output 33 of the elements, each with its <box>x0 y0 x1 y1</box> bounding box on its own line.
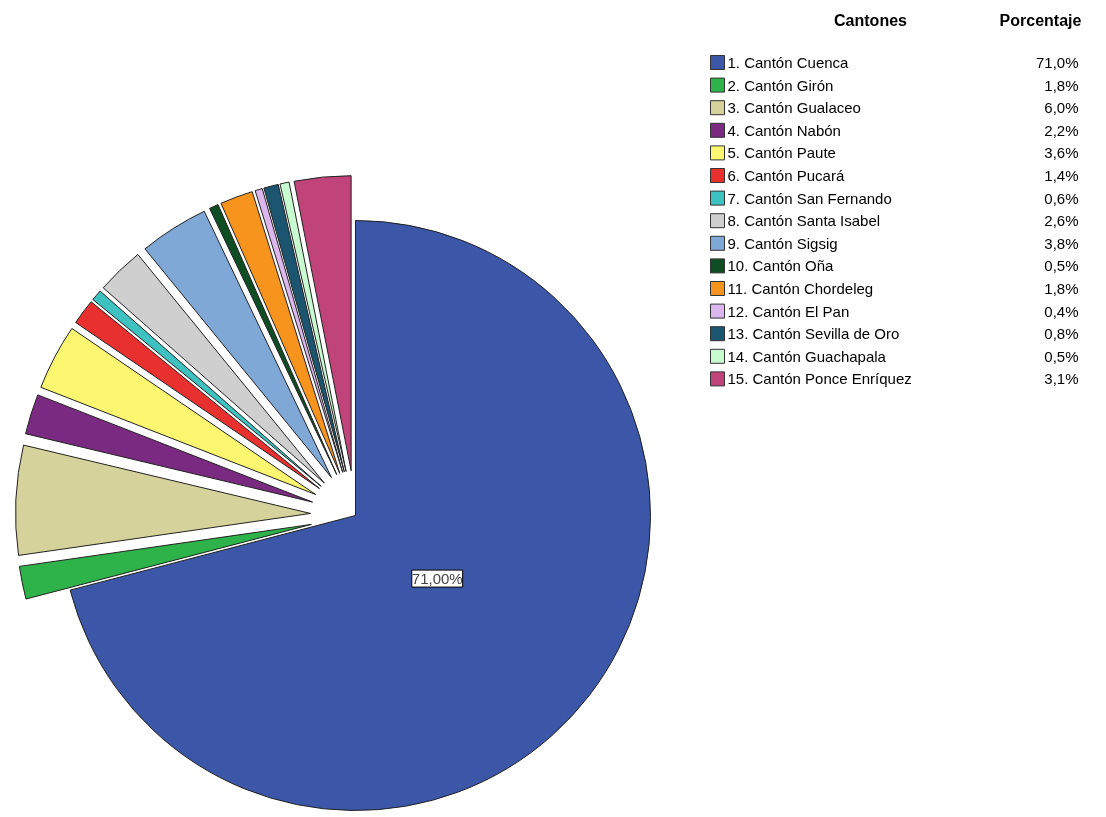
data-label: 3,8% <box>1044 234 1079 252</box>
legend-label: 5. Cantón Paute <box>727 144 836 162</box>
data-label: 2,2% <box>1044 121 1079 139</box>
data-label: 6,0% <box>1044 99 1079 117</box>
legend-label: 7. Cantón San Fernando <box>727 189 892 207</box>
data-label: 3,6% <box>1044 144 1079 162</box>
data-label: 0,4% <box>1044 302 1079 320</box>
data-label: 1,8% <box>1044 76 1079 94</box>
legend-label: 4. Cantón Nabón <box>727 121 841 139</box>
legend-label: 12. Cantón El Pan <box>727 302 850 320</box>
text: 71,00% <box>411 570 463 588</box>
legend-label: 3. Cantón Gualaceo <box>727 99 861 117</box>
legend-label: 8. Cantón Santa Isabel <box>727 212 881 230</box>
data-label: 0,5% <box>1044 257 1079 275</box>
legend-label: 2. Cantón Girón <box>727 76 834 94</box>
legend-label: 14. Cantón Guachapala <box>727 347 887 365</box>
legend-label: 10. Cantón Oña <box>727 257 835 275</box>
data-label: 0,6% <box>1044 189 1079 207</box>
data-label: 71,0% <box>1035 54 1079 71</box>
legend-label: 11. Cantón Chordeleg <box>727 280 874 297</box>
legend-title: Cantones <box>834 12 908 29</box>
data-label: 2,6% <box>1044 212 1079 230</box>
legend-label: 6. Cantón Pucará <box>727 167 845 184</box>
data-label: 1,8% <box>1044 280 1079 297</box>
legend-label: 9. Cantón Sigsig <box>727 234 838 252</box>
legend-label: 13. Cantón Sevilla de Oro <box>727 325 900 343</box>
data-label: 3,1% <box>1044 370 1079 388</box>
text: Porcentaje <box>999 12 1082 29</box>
data-label: 0,5% <box>1044 347 1079 365</box>
legend-label: 15. Cantón Ponce Enríquez <box>727 370 912 388</box>
data-label: 1,4% <box>1044 167 1079 184</box>
legend-label: 1. Cantón Cuenca <box>727 54 850 71</box>
data-label: 0,8% <box>1044 325 1079 343</box>
